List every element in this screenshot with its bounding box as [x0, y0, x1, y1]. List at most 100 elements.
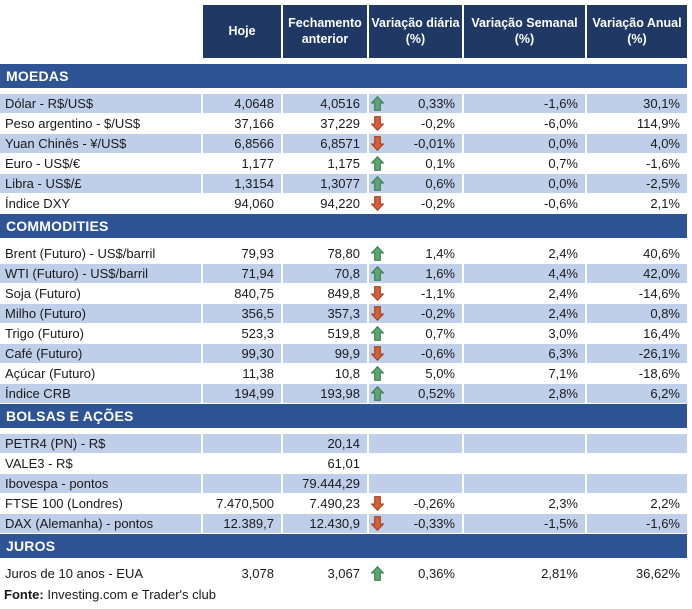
cell-fechamento-anterior: 1,3077 [283, 174, 367, 193]
cell-variacao-diaria: 0,52% [369, 384, 462, 403]
cell-fechamento-anterior: 61,01 [327, 456, 360, 471]
cell-variacao-semanal: 0,0% [464, 134, 585, 153]
cell-variacao-semanal: 2,4% [548, 286, 578, 301]
cell-variacao-diaria: 0,7% [369, 324, 462, 343]
variacao-diaria-value: 0,33% [418, 96, 455, 111]
variacao-diaria-value: -0,2% [421, 306, 455, 321]
up-arrow-icon [371, 366, 384, 381]
row-label: Euro - US$/€ [5, 156, 81, 171]
header-empty-cell [0, 5, 201, 58]
cell-variacao-semanal: 3,0% [548, 326, 578, 341]
down-arrow-icon [371, 116, 384, 131]
variacao-diaria-value: 0,1% [425, 156, 455, 171]
row-label: Soja (Futuro) [5, 286, 81, 301]
column-header-hoje: Hoje [203, 5, 281, 58]
column-header-fechamento-anterior: Fechamento anterior [283, 5, 367, 58]
table-row: FTSE 100 (Londres) 7.470,500 7.490,23 -0,26… [0, 494, 687, 513]
cell-variacao-diaria: -0,33% [369, 514, 462, 533]
cell-fechamento-anterior: 1,175 [327, 156, 360, 171]
table-row: Dólar - R$/US$ 4,0648 4,0516 0,33% -1,6% 30,1… [0, 94, 687, 113]
row-label: VALE3 - R$ [5, 456, 73, 471]
cell-hoje: 4,0648 [203, 94, 281, 113]
cell-fechamento-anterior: 849,8 [327, 286, 360, 301]
cell-fechamento-anterior: 6,8571 [283, 134, 367, 153]
cell-hoje: 37,166 [234, 116, 274, 131]
row-label: Brent (Futuro) - US$/barril [5, 246, 156, 261]
row-label: Índice CRB [0, 384, 201, 403]
up-arrow-icon [371, 326, 384, 341]
variacao-diaria-value: 0,7% [425, 326, 455, 341]
section-header: COMMODITIES [0, 214, 687, 238]
cell-variacao-diaria: 0,6% [369, 174, 462, 193]
cell-variacao-diaria: -0,2% [369, 114, 462, 133]
variacao-diaria-value: 0,6% [425, 176, 455, 191]
cell-hoje: 99,30 [203, 344, 281, 363]
cell-fechamento-anterior: 193,98 [283, 384, 367, 403]
cell-variacao-diaria [369, 434, 462, 453]
cell-variacao-semanal: 2,8% [464, 384, 585, 403]
cell-variacao-anual [587, 454, 687, 473]
cell-variacao-semanal: 2,81% [541, 566, 578, 581]
cell-variacao-anual: -18,6% [638, 366, 680, 381]
column-header-variacao-semanal: Variação Semanal (%) [464, 5, 585, 58]
variacao-diaria-value: -0,2% [421, 116, 455, 131]
up-arrow-icon [371, 386, 384, 401]
cell-variacao-semanal: -0,6% [544, 196, 578, 211]
cell-variacao-anual: 30,1% [587, 94, 687, 113]
table-row: Milho (Futuro) 356,5 357,3 -0,2% 2,4% 0,8% [0, 304, 687, 323]
cell-variacao-diaria [369, 474, 462, 493]
cell-hoje: 79,93 [241, 246, 274, 261]
cell-hoje: 3,078 [241, 566, 274, 581]
cell-fechamento-anterior: 70,8 [283, 264, 367, 283]
table-row: Açúcar (Futuro) 11,38 10,8 5,0% 7,1% -18,6% [0, 364, 687, 383]
table-row: DAX (Alemanha) - pontos 12.389,7 12.430,9 -… [0, 514, 687, 533]
variacao-diaria-value: 0,52% [418, 386, 455, 401]
cell-variacao-anual: -1,6% [646, 156, 680, 171]
row-label: Dólar - R$/US$ [0, 94, 201, 113]
row-label: Juros de 10 anos - EUA [5, 566, 144, 581]
variacao-diaria-value: -0,6% [421, 346, 455, 361]
cell-variacao-semanal: -6,0% [544, 116, 578, 131]
source-text: Investing.com e Trader's club [43, 587, 217, 602]
cell-variacao-anual: 16,4% [643, 326, 680, 341]
cell-fechamento-anterior: 20,14 [283, 434, 367, 453]
cell-variacao-diaria: 0,36% [369, 564, 462, 583]
cell-fechamento-anterior: 78,80 [327, 246, 360, 261]
variacao-diaria-value: -0,26% [413, 496, 455, 511]
cell-variacao-anual: -2,5% [587, 174, 687, 193]
cell-variacao-diaria: 0,33% [369, 94, 462, 113]
table-row: WTI (Futuro) - US$/barril 71,94 70,8 1,6% 4,… [0, 264, 687, 283]
cell-variacao-anual: 0,8% [587, 304, 687, 323]
cell-variacao-diaria: -0,26% [369, 494, 462, 513]
variacao-diaria-value: 1,6% [425, 266, 455, 281]
section-header: MOEDAS [0, 64, 687, 88]
row-label: FTSE 100 (Londres) [5, 496, 123, 511]
cell-variacao-semanal: 2,3% [548, 496, 578, 511]
variacao-diaria-value: -0,01% [413, 136, 455, 151]
cell-fechamento-anterior: 99,9 [283, 344, 367, 363]
variacao-diaria-value: 5,0% [425, 366, 455, 381]
cell-hoje: 1,3154 [203, 174, 281, 193]
table-row: Soja (Futuro) 840,75 849,8 -1,1% 2,4% -14,6% [0, 284, 687, 303]
row-label: Café (Futuro) [0, 344, 201, 363]
cell-variacao-anual: 6,2% [587, 384, 687, 403]
cell-fechamento-anterior: 357,3 [283, 304, 367, 323]
row-label: Açúcar (Futuro) [5, 366, 96, 381]
table-row: Brent (Futuro) - US$/barril 79,93 78,80 1,4… [0, 244, 687, 263]
table-row: Índice CRB 194,99 193,98 0,52% 2,8% 6,2% [0, 384, 687, 403]
cell-variacao-diaria: -0,01% [369, 134, 462, 153]
cell-fechamento-anterior: 37,229 [320, 116, 360, 131]
cell-variacao-anual: 114,9% [636, 116, 680, 131]
table-row: PETR4 (PN) - R$ 20,14 [0, 434, 687, 453]
down-arrow-icon [371, 286, 384, 301]
cell-variacao-diaria: 0,1% [369, 154, 462, 173]
table-row: Yuan Chinês - ¥/US$ 6,8566 6,8571 -0,01% 0,0… [0, 134, 687, 153]
cell-fechamento-anterior: 519,8 [327, 326, 360, 341]
cell-hoje: 356,5 [203, 304, 281, 323]
cell-variacao-diaria: 5,0% [369, 364, 462, 383]
variacao-diaria-value: 1,4% [425, 246, 455, 261]
cell-variacao-diaria: 1,4% [369, 244, 462, 263]
cell-variacao-semanal: 7,1% [548, 366, 578, 381]
cell-variacao-semanal [464, 434, 585, 453]
cell-variacao-anual: 2,2% [650, 496, 680, 511]
